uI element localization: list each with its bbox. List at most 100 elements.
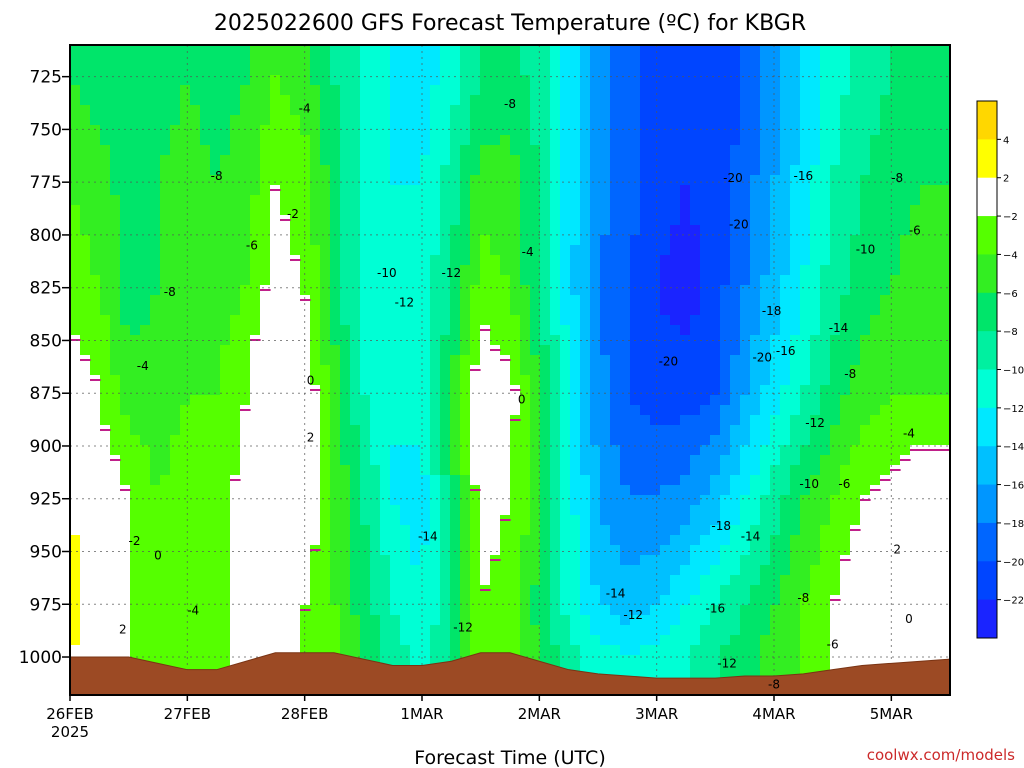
heatmap-cell: [640, 305, 651, 316]
heatmap-cell: [420, 65, 431, 76]
heatmap-cell: [470, 545, 481, 556]
heatmap-cell: [220, 475, 231, 486]
heatmap-cell: [640, 235, 651, 246]
heatmap-cell: [440, 405, 451, 416]
heatmap-cell: [610, 265, 621, 276]
heatmap-cell: [480, 605, 491, 616]
heatmap-cell: [240, 455, 251, 466]
heatmap-cell: [170, 455, 181, 466]
heatmap-cell: [250, 295, 261, 306]
heatmap-cell: [150, 475, 161, 486]
heatmap-cell: [620, 515, 631, 526]
heatmap-cell: [540, 575, 551, 586]
heatmap-cell: [570, 515, 581, 526]
heatmap-cell: [230, 75, 241, 86]
heatmap-cell: [250, 255, 261, 266]
heatmap-cell: [540, 395, 551, 406]
heatmap-cell: [640, 535, 651, 546]
heatmap-cell: [240, 565, 251, 576]
heatmap-cell: [590, 325, 601, 336]
heatmap-cell: [250, 95, 261, 106]
heatmap-cell: [390, 495, 401, 506]
heatmap-cell: [550, 505, 561, 516]
heatmap-cell: [390, 155, 401, 166]
heatmap-cell: [290, 145, 301, 156]
heatmap-cell: [280, 95, 291, 106]
heatmap-cell: [340, 515, 351, 526]
heatmap-cell: [760, 235, 771, 246]
heatmap-cell: [450, 205, 461, 216]
heatmap-cell: [750, 665, 761, 676]
heatmap-cell: [530, 575, 541, 586]
heatmap-cell: [720, 195, 731, 206]
heatmap-cell: [180, 515, 191, 526]
heatmap-cell: [300, 365, 311, 376]
heatmap-cell: [130, 305, 141, 316]
heatmap-cell: [790, 45, 801, 56]
heatmap-cell: [440, 375, 451, 386]
heatmap-cell: [700, 465, 711, 476]
heatmap-cell: [390, 625, 401, 636]
heatmap-cell: [670, 315, 681, 326]
heatmap-cell: [760, 475, 771, 486]
heatmap-cell: [510, 405, 521, 416]
heatmap-cell: [450, 365, 461, 376]
heatmap-cell: [480, 615, 491, 626]
heatmap-cell: [430, 185, 441, 196]
heatmap-cell: [420, 85, 431, 96]
heatmap-cell: [700, 635, 711, 646]
heatmap-cell: [780, 555, 791, 566]
heatmap-cell: [820, 185, 831, 196]
heatmap-cell: [560, 435, 571, 446]
heatmap-cell: [400, 235, 411, 246]
heatmap-cell: [230, 545, 241, 556]
heatmap-cell: [380, 445, 391, 456]
heatmap-cell: [170, 405, 181, 416]
heatmap-cell: [280, 195, 291, 206]
heatmap-cell: [590, 225, 601, 236]
heatmap-cell: [740, 325, 751, 336]
heatmap-cell: [400, 445, 411, 456]
heatmap-cell: [480, 125, 491, 136]
heatmap-cell: [480, 205, 491, 216]
heatmap-cell: [650, 635, 661, 646]
heatmap-cell: [360, 355, 371, 366]
heatmap-cell: [490, 275, 501, 286]
heatmap-cell: [480, 295, 491, 306]
heatmap-cell: [310, 455, 321, 466]
heatmap-cell: [470, 615, 481, 626]
heatmap-cell: [820, 65, 831, 76]
heatmap-cell: [690, 635, 701, 646]
heatmap-cell: [150, 535, 161, 546]
heatmap-cell: [640, 155, 651, 166]
heatmap-cell: [330, 325, 341, 336]
heatmap-cell: [260, 595, 271, 606]
heatmap-cell: [220, 415, 231, 426]
heatmap-cell: [500, 345, 511, 356]
heatmap-cell: [550, 75, 561, 86]
heatmap-cell: [410, 295, 421, 306]
heatmap-cell: [720, 205, 731, 216]
heatmap-cell: [290, 575, 301, 586]
heatmap-cell: [460, 635, 471, 646]
heatmap-cell: [560, 515, 571, 526]
heatmap-cell: [240, 645, 251, 656]
heatmap-cell: [700, 185, 711, 196]
heatmap-cell: [570, 185, 581, 196]
heatmap-cell: [340, 285, 351, 296]
heatmap-cell: [110, 105, 121, 116]
heatmap-cell: [190, 535, 201, 546]
heatmap-cell: [670, 165, 681, 176]
heatmap-cell: [160, 245, 171, 256]
heatmap-cell: [830, 125, 841, 136]
heatmap-cell: [710, 45, 721, 56]
heatmap-cell: [250, 185, 261, 196]
heatmap-cell: [80, 495, 91, 506]
heatmap-cell: [230, 375, 241, 386]
heatmap-cell: [240, 605, 251, 616]
heatmap-cell: [660, 635, 671, 646]
heatmap-cell: [260, 585, 271, 596]
heatmap-cell: [280, 605, 291, 616]
heatmap-cell: [670, 525, 681, 536]
heatmap-cell: [460, 585, 471, 596]
